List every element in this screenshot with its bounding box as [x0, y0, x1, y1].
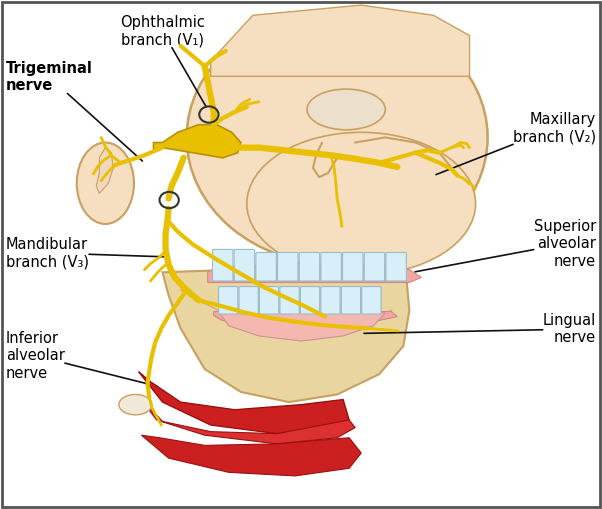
Polygon shape [214, 312, 397, 323]
Polygon shape [163, 265, 409, 402]
Polygon shape [96, 148, 113, 193]
Polygon shape [138, 372, 349, 434]
FancyBboxPatch shape [362, 287, 381, 314]
Text: Ophthalmic
branch (V₁): Ophthalmic branch (V₁) [120, 15, 206, 107]
FancyBboxPatch shape [234, 249, 255, 281]
FancyBboxPatch shape [321, 287, 340, 314]
FancyBboxPatch shape [239, 287, 258, 314]
Text: Superior
alveolar
nerve: Superior alveolar nerve [415, 219, 596, 272]
FancyBboxPatch shape [219, 287, 238, 314]
Text: Trigeminal
nerve: Trigeminal nerve [6, 61, 143, 161]
Ellipse shape [307, 89, 385, 130]
Polygon shape [208, 265, 421, 282]
Text: Maxillary
branch (V₂): Maxillary branch (V₂) [436, 112, 596, 175]
Polygon shape [141, 400, 355, 444]
FancyBboxPatch shape [256, 252, 276, 281]
FancyBboxPatch shape [299, 252, 320, 281]
FancyBboxPatch shape [280, 287, 299, 314]
FancyBboxPatch shape [259, 287, 279, 314]
Text: Inferior
alveolar
nerve: Inferior alveolar nerve [6, 331, 157, 386]
FancyBboxPatch shape [386, 252, 406, 281]
Polygon shape [154, 125, 241, 158]
FancyBboxPatch shape [321, 252, 341, 281]
Polygon shape [220, 308, 385, 341]
FancyBboxPatch shape [213, 249, 233, 281]
FancyBboxPatch shape [364, 252, 385, 281]
Ellipse shape [247, 132, 476, 275]
Polygon shape [211, 5, 470, 76]
Ellipse shape [119, 394, 152, 415]
Ellipse shape [187, 10, 488, 265]
FancyBboxPatch shape [278, 252, 298, 281]
FancyBboxPatch shape [343, 252, 363, 281]
Text: Lingual
nerve: Lingual nerve [364, 313, 596, 346]
Ellipse shape [76, 143, 134, 224]
FancyBboxPatch shape [300, 287, 320, 314]
Text: Mandibular
branch (V₃): Mandibular branch (V₃) [6, 237, 169, 269]
FancyBboxPatch shape [341, 287, 361, 314]
Polygon shape [141, 435, 361, 476]
